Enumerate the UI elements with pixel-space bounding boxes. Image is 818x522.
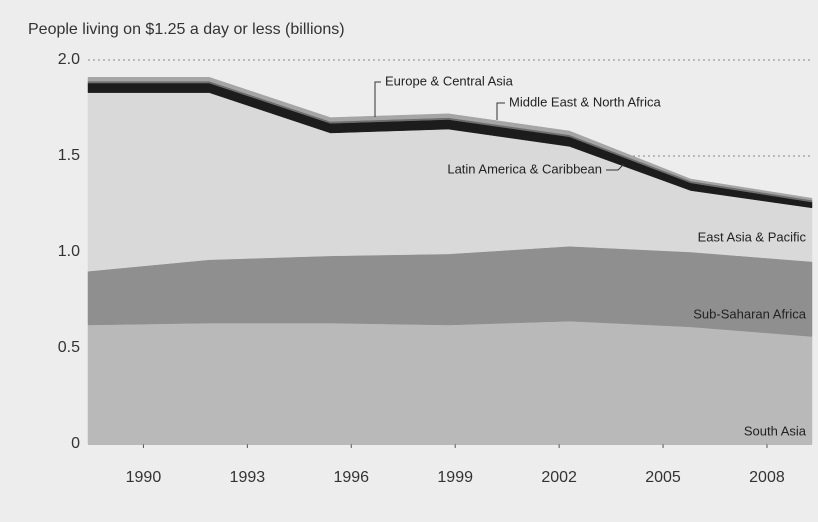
- chart-title: People living on $1.25 a day or less (bi…: [28, 21, 345, 38]
- y-tick-label: 2.0: [58, 51, 80, 68]
- area: [87, 320, 813, 445]
- x-tick-label: 2008: [749, 469, 785, 486]
- series-label: South Asia: [744, 423, 807, 438]
- area: [87, 77, 813, 201]
- x-tick-label: 1996: [333, 469, 369, 486]
- series-label: Latin America & Caribbean: [447, 161, 602, 176]
- y-tick-label: 1.5: [58, 147, 80, 164]
- x-tick-label: 1990: [126, 469, 162, 486]
- leader-line: [606, 163, 625, 171]
- leader-line: [496, 102, 505, 120]
- labels: 0 0.5 1.0 1.5 2.0 1990 1993 1996 1999 2002 2005 200…: [58, 51, 807, 486]
- series-label: Sub-Saharan Africa: [693, 306, 807, 321]
- x-tick-label: 2002: [541, 469, 577, 486]
- series-label: East Asia & Pacific: [698, 229, 807, 244]
- x-tick-label: 1999: [437, 469, 473, 486]
- x-tick-label: 2005: [645, 469, 681, 486]
- areas: [87, 77, 813, 445]
- y-tick-label: 0: [71, 435, 80, 452]
- series-label: Middle East & North Africa: [509, 94, 661, 109]
- y-tick-label: 0.5: [58, 339, 80, 356]
- x-tick-label: 1993: [230, 469, 266, 486]
- y-tick-label: 1.0: [58, 243, 80, 260]
- leader-line: [374, 81, 381, 117]
- series-label: Europe & Central Asia: [385, 73, 514, 88]
